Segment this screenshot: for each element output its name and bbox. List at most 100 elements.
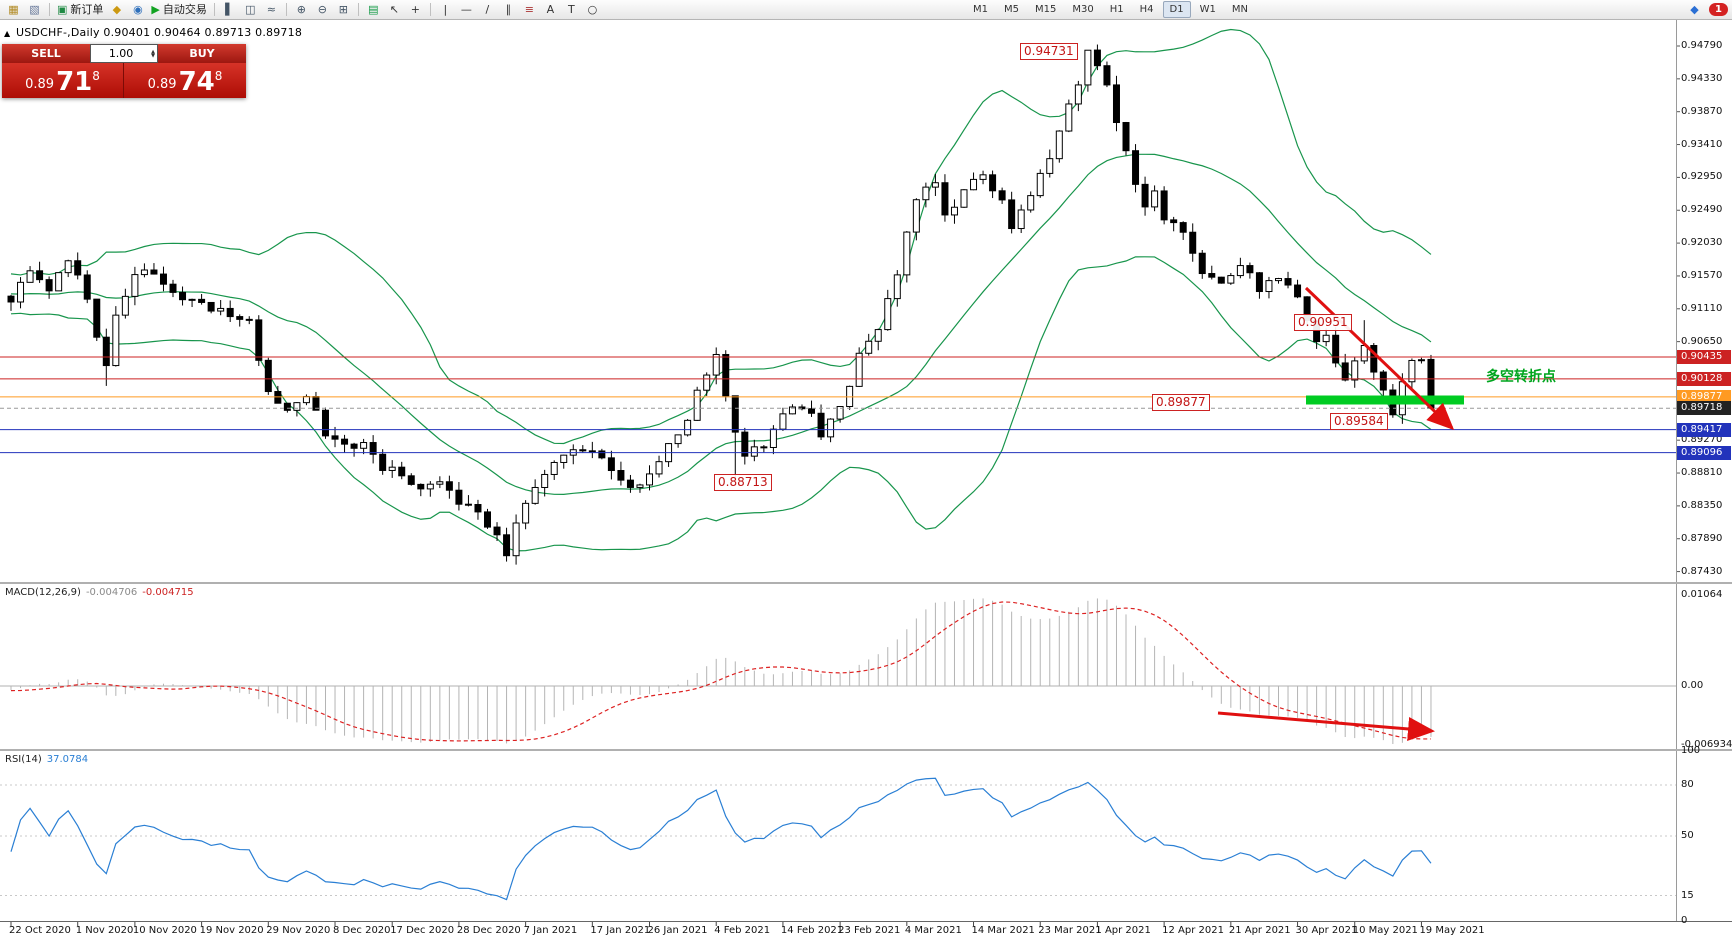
buy-button[interactable]: BUY <box>158 44 246 63</box>
indicators-icon[interactable]: ▤ <box>364 1 383 18</box>
crosshair-icon[interactable]: + <box>406 1 425 18</box>
downtrend-arrow[interactable] <box>1304 286 1455 431</box>
time-axis-label: 10 May 2021 <box>1352 925 1418 936</box>
candle-body <box>102 336 110 367</box>
volume-field[interactable]: 1.00 ▲ ▼ <box>90 44 158 63</box>
price-annotation[interactable]: 0.90951 <box>1294 314 1352 331</box>
candlestick-chart-icon[interactable]: ◫ <box>241 1 260 18</box>
timeframe-button-m30[interactable]: M30 <box>1072 4 1094 15</box>
zoom-in-icon[interactable]: ⊕ <box>292 1 311 18</box>
one-click-collapse-icon[interactable]: ▲ <box>4 29 11 38</box>
candle-body <box>1217 276 1225 284</box>
indicators-icon-glyph: ▤ <box>368 3 379 16</box>
price-annotation[interactable]: 0.89584 <box>1330 413 1388 430</box>
time-axis-label: 8 Dec 2020 <box>333 925 391 936</box>
price-annotation[interactable]: 0.94731 <box>1020 43 1078 60</box>
notification-badge[interactable]: 1 <box>1709 3 1728 16</box>
timeframe-button-d1[interactable]: D1 <box>1162 1 1191 18</box>
candle-body <box>1008 199 1016 230</box>
volume-spinner: ▲ ▼ <box>151 48 155 59</box>
price-axis-tick: 0.89270 <box>1681 434 1723 446</box>
timeframe-button-m1[interactable]: M1 <box>973 4 988 15</box>
candle-body <box>998 190 1006 201</box>
new-chart-icon[interactable]: ▦ <box>4 1 23 18</box>
rsi-line <box>10 777 1432 901</box>
market-watch-icon[interactable]: ◉ <box>128 1 147 18</box>
candle-body <box>93 298 101 338</box>
candle-body <box>741 431 749 457</box>
spinner-down-icon[interactable]: ▼ <box>151 52 155 59</box>
fibonacci-icon[interactable]: ≡ <box>520 1 539 18</box>
candle-body <box>979 174 987 180</box>
bar-chart-icon[interactable]: ▌ <box>220 1 239 18</box>
candle-body <box>1189 231 1197 254</box>
tile-windows-icon-glyph: ⊞ <box>338 3 348 16</box>
sell-price[interactable]: 0.89 71 8 <box>2 63 124 98</box>
vertical-line-icon[interactable]: | <box>436 1 455 18</box>
cursor-icon[interactable]: ↖ <box>385 1 404 18</box>
candle-body <box>836 406 844 420</box>
candle-body <box>531 486 539 504</box>
candle-body <box>140 269 148 276</box>
text-label-icon[interactable]: T <box>562 1 581 18</box>
candle-body <box>941 182 949 216</box>
time-axis-label: 22 Oct 2020 <box>9 925 71 936</box>
timeframe-button-m5[interactable]: M5 <box>1004 4 1019 15</box>
timeframe-button-h1[interactable]: H1 <box>1109 4 1124 15</box>
candle-body <box>388 466 396 471</box>
candle-body <box>1055 130 1063 160</box>
panel-separator[interactable] <box>0 749 1732 751</box>
candle-body <box>1255 272 1263 293</box>
price-line-label: 0.89096 <box>1677 445 1731 460</box>
price-axis-tick: 0.94790 <box>1681 40 1723 51</box>
channel-icon[interactable]: ∥ <box>499 1 518 18</box>
timeframe-button-mn[interactable]: MN <box>1231 4 1248 15</box>
buy-price[interactable]: 0.89 74 8 <box>124 63 246 98</box>
auto-trading-button[interactable]: ▶ 自动交易 <box>149 1 208 18</box>
macd-title-text: MACD(12,26,9) <box>5 587 81 598</box>
candle-body <box>522 502 530 524</box>
tile-windows-icon[interactable]: ⊞ <box>334 1 353 18</box>
mql5-community-icon[interactable]: ◆ <box>1690 3 1699 16</box>
candle-body <box>655 461 663 475</box>
candle-body <box>121 295 129 316</box>
panel-separator[interactable] <box>0 582 1732 584</box>
timeframe-button-h4[interactable]: H4 <box>1139 4 1154 15</box>
shapes-icon[interactable]: ○ <box>583 1 602 18</box>
price-annotation[interactable]: 0.88713 <box>714 474 772 491</box>
candle-body <box>1179 222 1187 233</box>
sell-button[interactable]: SELL <box>2 44 90 63</box>
trendline-icon[interactable]: / <box>478 1 497 18</box>
volume-value[interactable]: 1.00 <box>108 47 134 60</box>
candle-body <box>198 298 206 303</box>
new-order-button[interactable]: ▣ 新订单 <box>55 1 105 18</box>
profiles-icon[interactable]: ▧ <box>25 1 44 18</box>
macd-signal-value: -0.004715 <box>142 587 194 598</box>
zoom-out-icon[interactable]: ⊖ <box>313 1 332 18</box>
new-chart-icon-glyph: ▦ <box>8 3 19 16</box>
spinner-up-icon[interactable]: ▲ <box>151 48 155 55</box>
macd-downtrend-arrow[interactable] <box>1217 711 1435 741</box>
timeframe-button-w1[interactable]: W1 <box>1199 4 1216 15</box>
candle-body <box>817 412 825 438</box>
cursor-icon-glyph: ↖ <box>389 3 399 16</box>
horizontal-line-icon[interactable]: — <box>457 1 476 18</box>
line-chart-icon[interactable]: ≈ <box>262 1 281 18</box>
candle-body <box>217 307 225 312</box>
price-axis-tick: 0.94330 <box>1681 72 1723 84</box>
candle-body <box>179 291 187 301</box>
candle-body <box>1027 195 1035 211</box>
text-icon[interactable]: A <box>541 1 560 18</box>
price-annotation[interactable]: 0.89877 <box>1152 394 1210 411</box>
time-axis-label: 26 Jan 2021 <box>647 925 708 936</box>
price-axis-tick: 0.91110 <box>1681 302 1723 314</box>
support-highlight-bar[interactable] <box>1306 395 1464 405</box>
timeframe-button-m15[interactable]: M15 <box>1035 4 1057 15</box>
candle-body <box>1141 183 1149 208</box>
candle-body <box>1093 49 1101 67</box>
turning-point-label[interactable]: 多空转折点 <box>1486 369 1556 385</box>
candle-body <box>436 481 444 485</box>
rsi-axis-label: 100 <box>1681 745 1701 756</box>
metaeditor-icon[interactable]: ◆ <box>107 1 126 18</box>
